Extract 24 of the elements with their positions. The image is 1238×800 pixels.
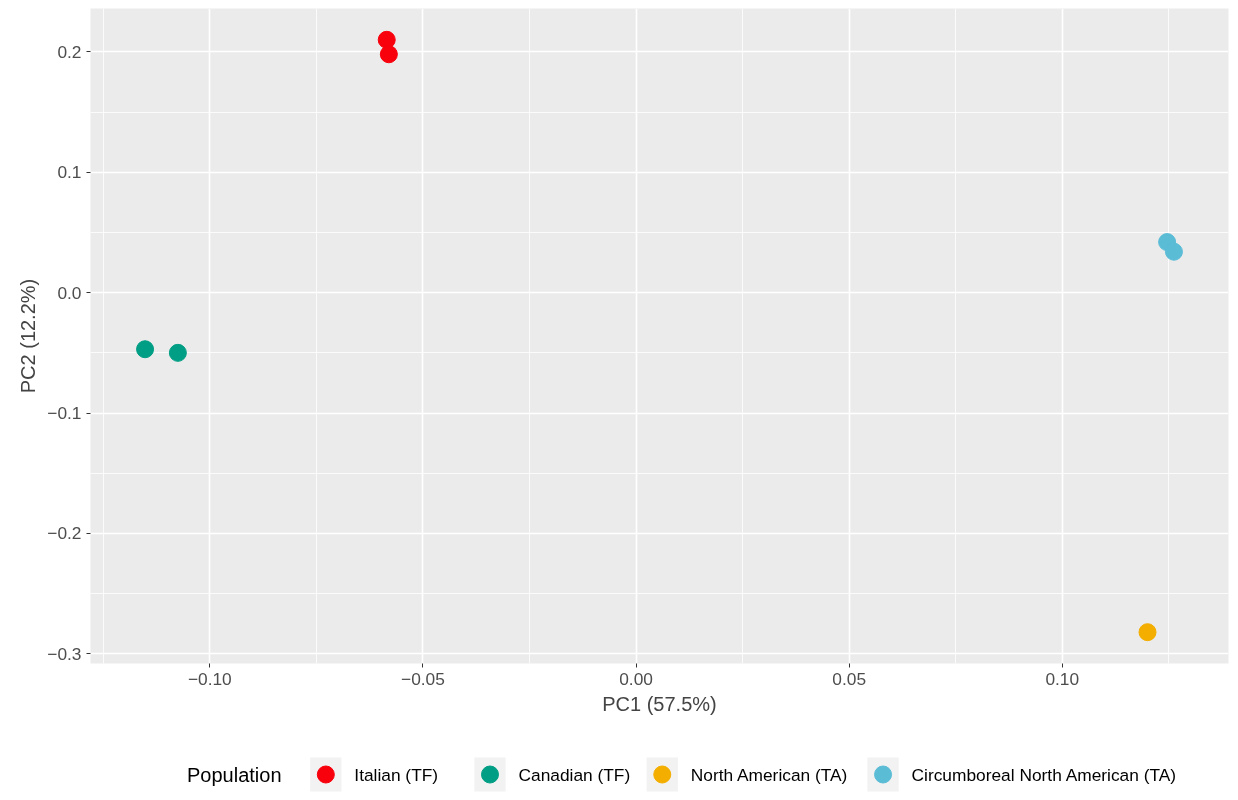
point [168,343,187,362]
y-tick-label: 0.0 [57,282,82,303]
point [1138,623,1157,642]
y-tick-label: −0.3 [47,643,82,664]
legend-label: Circumboreal North American (TA) [911,764,1177,785]
y-tick-label: −0.2 [47,523,82,544]
point [377,30,396,49]
x-tick-label: 0.00 [619,668,653,689]
y-axis-title: PC2 (12.2%) [17,278,40,394]
legend-title: Population [187,763,282,786]
x-tick-label: 0.05 [832,668,867,689]
legend-label: Canadian (TF) [518,764,631,785]
x-tick-label: 0.10 [1045,668,1080,689]
x-tick-label: −0.10 [187,668,232,689]
point [136,340,155,359]
legend-label: North American (TA) [690,764,848,785]
x-tick-label: −0.05 [401,668,445,689]
point [379,45,398,64]
y-tick-label: 0.2 [57,41,82,62]
x-axis-title: PC1 (57.5%) [602,692,717,715]
y-tick-label: −0.1 [47,403,82,424]
legend-label: Italian (TF) [354,764,439,785]
y-tick-label: 0.1 [57,162,82,183]
point [1164,242,1183,261]
